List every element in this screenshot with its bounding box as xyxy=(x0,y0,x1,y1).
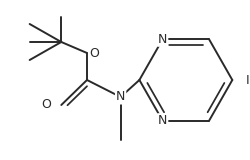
Text: N: N xyxy=(158,33,167,46)
Text: N: N xyxy=(158,114,167,127)
Text: O: O xyxy=(89,47,99,60)
Text: N: N xyxy=(116,91,125,104)
Text: O: O xyxy=(42,99,51,112)
Text: I: I xyxy=(246,73,250,87)
